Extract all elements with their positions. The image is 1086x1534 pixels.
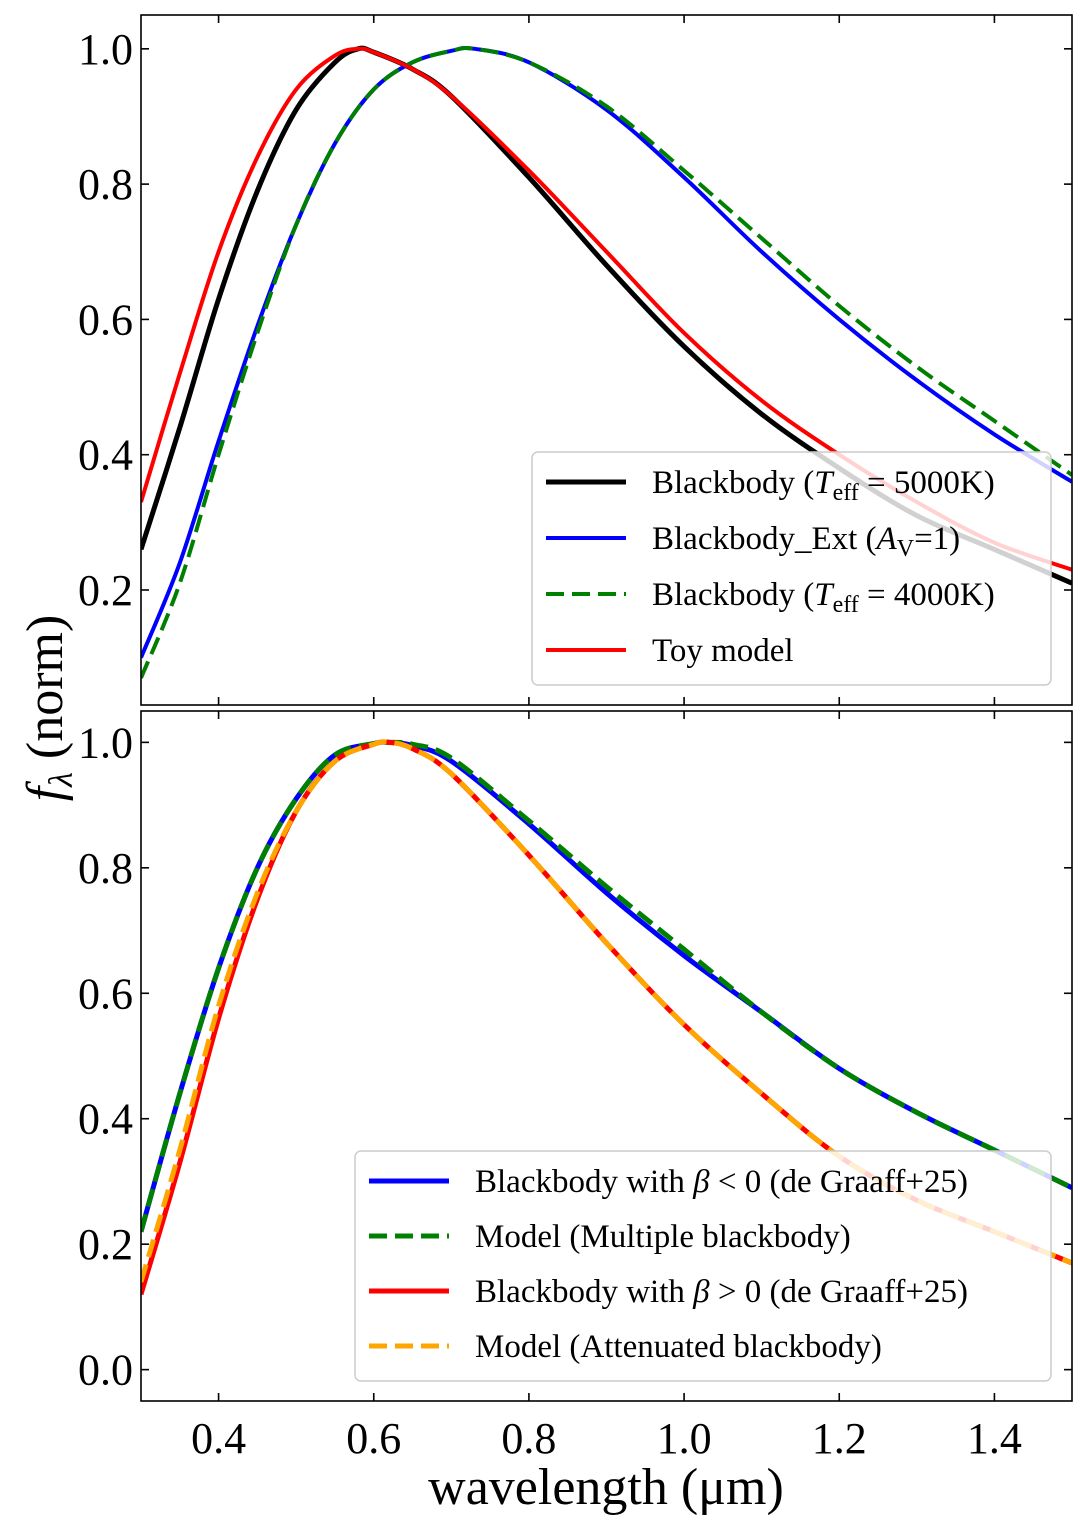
bottom-legend-label-3: Model (Attenuated blackbody) [475, 1329, 882, 1365]
bottom-xtick-label-4: 1.2 [812, 1414, 867, 1463]
bottom-ytick-label-5: 1.0 [78, 718, 133, 767]
top-panel-frame [140, 14, 1073, 706]
top-ytick-label-1: 0.4 [78, 431, 133, 480]
bottom-series-line-3 [141, 739, 1072, 1283]
bottom-xtick-label-0: 0.4 [191, 1414, 246, 1463]
y-axis-label-text: (norm) [17, 615, 74, 772]
top-ytick-label-0: 0.2 [78, 566, 133, 615]
bottom-panel: 0.0 0.2 0.4 0.6 0.8 1.0 0.4 0.6 0.8 1.0 1.2 1.4 Bla… [78, 710, 1073, 1463]
top-series-line-2 [141, 46, 1072, 679]
bottom-panel-frame [140, 710, 1073, 1402]
top-ytick-label-4: 1.0 [78, 25, 133, 74]
top-ytick-label-3: 0.8 [78, 160, 133, 209]
bottom-legend-label-2: Blackbody with β > 0 (de Graaff+25) [475, 1274, 968, 1310]
bottom-xtick-label-1: 0.6 [346, 1414, 401, 1463]
bottom-panel-legend: Blackbody with β < 0 (de Graaff+25) Model… [354, 1150, 1052, 1382]
bottom-legend-box [354, 1150, 1052, 1382]
bottom-ytick-label-3: 0.6 [78, 969, 133, 1018]
bottom-ytick-label-0: 0.0 [78, 1346, 133, 1395]
bottom-xtick-label-3: 1.0 [657, 1414, 712, 1463]
top-panel-ticks: 0.2 0.4 0.6 0.8 1.0 [78, 15, 1072, 705]
y-axis-label-sub: λ [43, 772, 80, 788]
top-ytick-label-2: 0.6 [78, 295, 133, 344]
bottom-legend-label-0: Blackbody with β < 0 (de Graaff+25) [475, 1164, 968, 1200]
bottom-xtick-label-5: 1.4 [967, 1414, 1022, 1463]
top-panel-legend: Blackbody (Teff = 5000K) Blackbody_Ext (A… [531, 451, 1052, 686]
top-legend-label-2: Blackbody (Teff = 4000K) [652, 577, 995, 618]
x-axis-label: wavelength (μm) [428, 1459, 784, 1516]
top-legend-label-1: Blackbody_Ext (AV=1) [652, 521, 960, 562]
bottom-ytick-label-1: 0.2 [78, 1220, 133, 1269]
bottom-ytick-label-2: 0.4 [78, 1095, 133, 1144]
top-legend-label-0: Blackbody (Teff = 5000K) [652, 465, 995, 506]
bottom-panel-ticks: 0.0 0.2 0.4 0.6 0.8 1.0 0.4 0.6 0.8 1.0 1.2 1.4 [78, 711, 1072, 1463]
top-legend-label-3: Toy model [652, 633, 794, 669]
y-axis-label: fλ (norm) [17, 615, 80, 802]
top-legend-box [531, 451, 1052, 686]
top-panel: 0.2 0.4 0.6 0.8 1.0 Blackbody (Teff = 5000K)… [78, 14, 1073, 706]
bottom-xtick-label-2: 0.8 [501, 1414, 556, 1463]
bottom-legend-label-1: Model (Multiple blackbody) [475, 1219, 851, 1255]
bottom-series-line-1 [141, 739, 1072, 1233]
bottom-ytick-label-4: 0.8 [78, 844, 133, 893]
